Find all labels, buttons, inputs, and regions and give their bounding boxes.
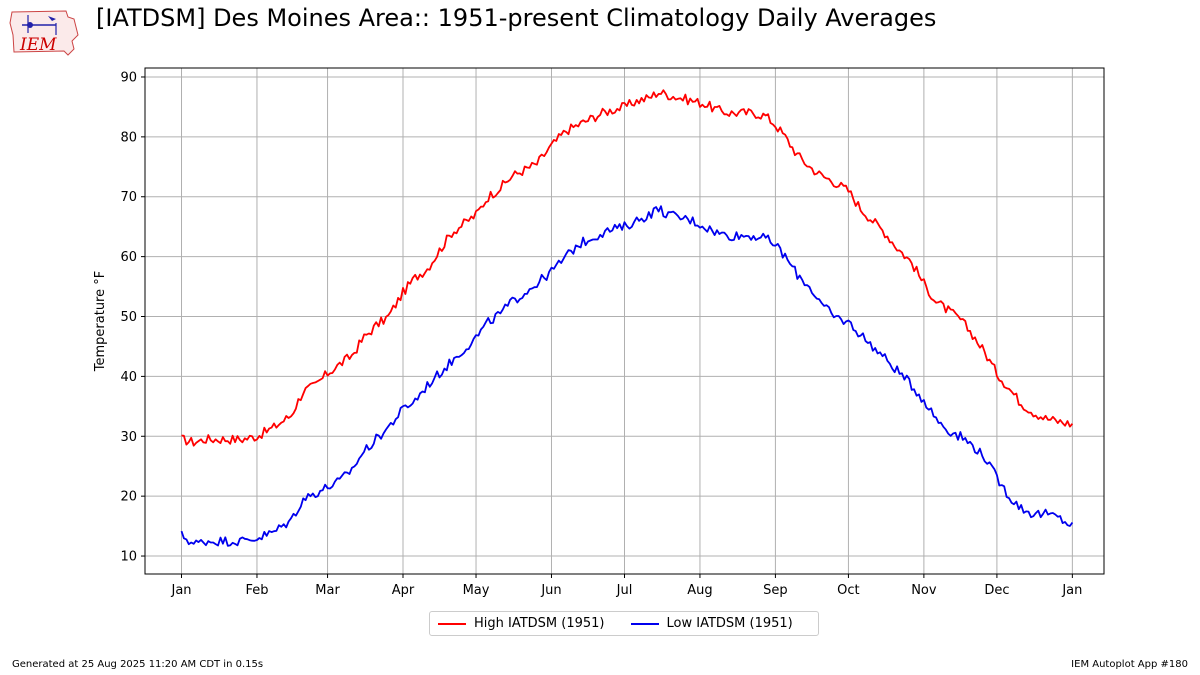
y-tick-label: 70 (120, 190, 137, 205)
x-tick-label: Feb (245, 583, 268, 598)
y-tick-label: 10 (120, 550, 137, 565)
x-tick-label: Dec (984, 583, 1009, 598)
iem-logo: IEM (9, 10, 79, 56)
legend-swatch-high (438, 622, 466, 625)
x-tick-label: Apr (392, 583, 415, 598)
legend-label-low: Low IATDSM (1951) (666, 616, 793, 631)
y-axis-label: Temperature °F (93, 271, 108, 372)
y-tick-label: 80 (120, 130, 137, 145)
chart-title: [IATDSM] Des Moines Area:: 1951-present … (96, 4, 937, 32)
x-tick-label: Mar (315, 583, 340, 598)
legend-item-low: Low IATDSM (1951) (630, 616, 793, 631)
x-tick-label: May (463, 583, 490, 598)
low-temperature-line (180, 205, 1074, 547)
y-tick-label: 40 (120, 370, 137, 385)
x-tick-label: Jan (170, 583, 191, 598)
x-tick-label: Nov (911, 583, 937, 598)
x-tick-label: Aug (687, 583, 712, 598)
high-temperature-line (181, 89, 1074, 447)
grid-lines (145, 68, 1104, 574)
x-tick-label: Jun (540, 583, 561, 598)
y-tick-label: 60 (120, 250, 137, 265)
legend-label-high: High IATDSM (1951) (474, 616, 605, 631)
x-tick-label: Jan (1061, 583, 1082, 598)
y-tick-label: 20 (120, 490, 137, 505)
series-lines (180, 89, 1074, 547)
x-tick-label: Sep (763, 583, 788, 598)
chart-legend: High IATDSM (1951) Low IATDSM (1951) (429, 611, 819, 636)
app-id: IEM Autoplot App #180 (1071, 659, 1188, 670)
y-tick-label: 90 (120, 70, 137, 85)
y-tick-label: 50 (120, 310, 137, 325)
axis-ticks: 10 20 30 40 50 60 70 80 90 Jan Feb Mar Apr May Jun Jul A… (120, 70, 1082, 598)
x-tick-label: Oct (837, 583, 859, 598)
logo-text: IEM (19, 35, 57, 55)
legend-item-high: High IATDSM (1951) (438, 616, 605, 631)
x-tick-label: Jul (616, 583, 633, 598)
generated-timestamp: Generated at 25 Aug 2025 11:20 AM CDT in… (12, 659, 264, 670)
y-tick-label: 30 (120, 430, 137, 445)
legend-swatch-low (630, 622, 659, 625)
